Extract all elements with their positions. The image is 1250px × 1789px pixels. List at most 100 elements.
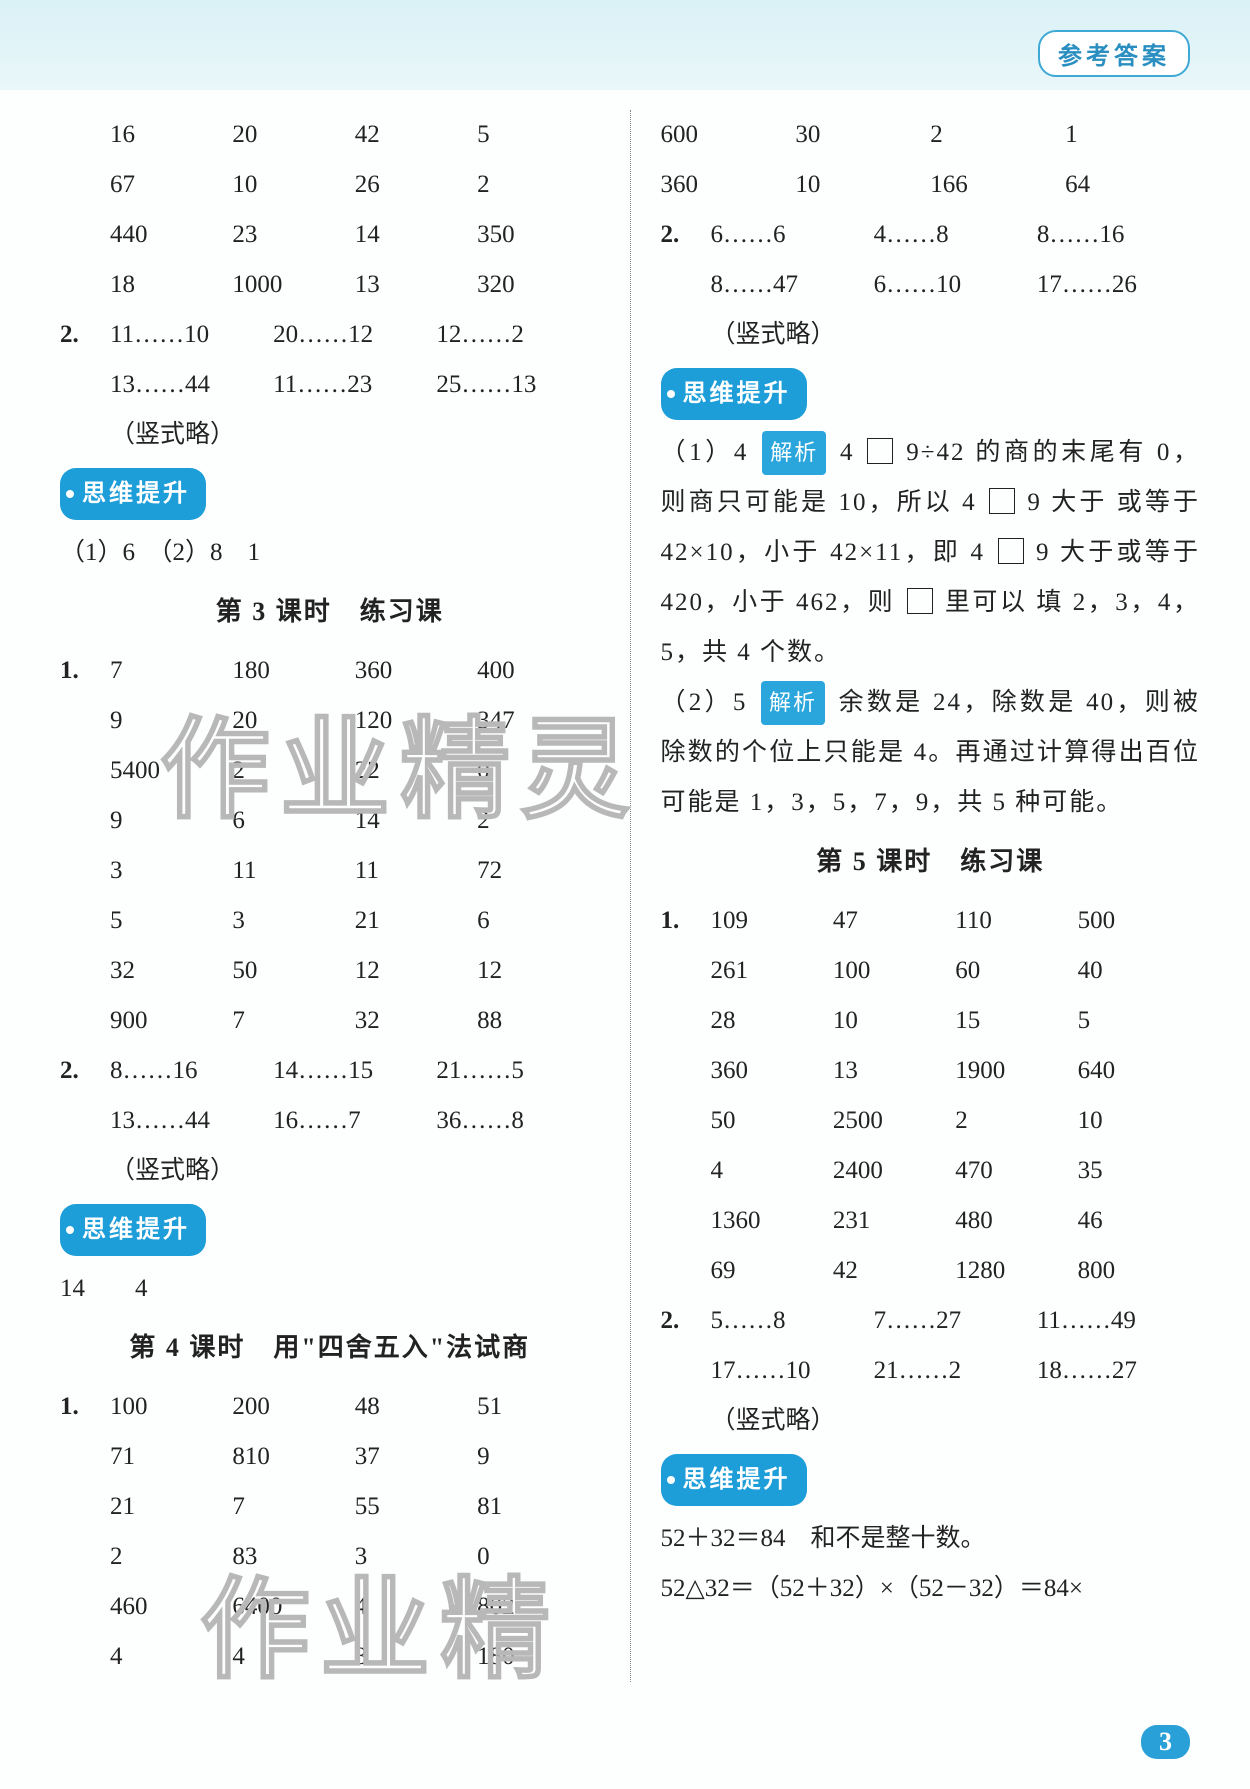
- cell: 460: [110, 1582, 232, 1632]
- cell: 14……15: [273, 1046, 436, 1096]
- cell: 36……8: [436, 1096, 599, 1146]
- cell: 802: [477, 1582, 599, 1632]
- cell: 109: [711, 896, 833, 946]
- cell: 800: [1078, 1246, 1200, 1296]
- cell: 22: [355, 746, 477, 796]
- cell: 3: [355, 1632, 477, 1682]
- cell: 17……26: [1037, 260, 1200, 310]
- cell: 11: [232, 846, 354, 896]
- cell: 25……13: [436, 360, 599, 410]
- siwei3-line2: 52△32＝（52＋32）×（52－32）＝84×: [661, 1564, 1201, 1614]
- cell: 20: [232, 110, 354, 160]
- cell: 4: [110, 1632, 232, 1682]
- right-q2: 2. 6……6 4……8 8……16 8……47 6……10 17……26: [661, 210, 1201, 310]
- cell: 40: [1078, 946, 1200, 996]
- cell: 12: [477, 946, 599, 996]
- cell: 10: [833, 996, 955, 1046]
- cell: 470: [955, 1146, 1077, 1196]
- cell: 32: [355, 996, 477, 1046]
- cell: 11……23: [273, 360, 436, 410]
- cell: 11……49: [1037, 1296, 1200, 1346]
- right-q2-grid: 6……6 4……8 8……16 8……47 6……10 17……26: [711, 210, 1201, 310]
- cell: 7: [232, 996, 354, 1046]
- cell: 26: [355, 160, 477, 210]
- cell: 350: [477, 210, 599, 260]
- cell: 1900: [955, 1046, 1077, 1096]
- cell: 6……10: [874, 260, 1037, 310]
- right-column: 600 30 2 1 360 10 166 64 2. 6……6 4……8 8……: [630, 110, 1201, 1682]
- analysis-2: （2）5 解析 余数是 24，除数是 40，则被除数的个位上只能是 4。再通过计…: [661, 678, 1201, 828]
- cell: 72: [477, 846, 599, 896]
- question-number: 2.: [661, 1296, 711, 1396]
- cell: 360: [711, 1046, 833, 1096]
- cell: 0: [477, 1532, 599, 1582]
- question-number: 2.: [60, 1046, 110, 1146]
- cell: 12……2: [436, 310, 599, 360]
- cell: 0: [477, 746, 599, 796]
- cell: 5: [110, 896, 232, 946]
- cell: 13……44: [110, 1096, 273, 1146]
- cell: 8……16: [110, 1046, 273, 1096]
- cell: 2: [110, 1532, 232, 1582]
- cell: 1360: [711, 1196, 833, 1246]
- cell: 60: [955, 946, 1077, 996]
- cell: 360: [661, 160, 796, 210]
- cell: 88: [477, 996, 599, 1046]
- cell: 8……47: [711, 260, 874, 310]
- lesson5-q1: 1. 10947110500 2611006040 2810155 360131…: [661, 896, 1201, 1296]
- cell: 6: [477, 896, 599, 946]
- page-number: 3: [1141, 1725, 1190, 1759]
- cell: 4: [355, 1582, 477, 1632]
- cell: 810: [232, 1432, 354, 1482]
- siwei2-answer: 14 4: [60, 1264, 600, 1314]
- cell: 69: [711, 1246, 833, 1296]
- cell: 5400: [110, 746, 232, 796]
- cell: 640: [1078, 1046, 1200, 1096]
- question-number: 1.: [661, 896, 711, 1296]
- blank-box-icon: [989, 488, 1015, 514]
- lesson3-title: 第 3 课时 练习课: [60, 586, 600, 638]
- lesson3-q1: 1. 7180360400 920120347 54002220 96142 3…: [60, 646, 600, 1046]
- cell: 2500: [833, 1096, 955, 1146]
- vertical-omitted: （竖式略）: [110, 1146, 600, 1196]
- lesson4-title: 第 4 课时 用"四舍五入"法试商: [60, 1322, 600, 1374]
- vertical-omitted: （竖式略）: [110, 410, 600, 460]
- siwei1-answer: （1）6 （2）8 1: [60, 528, 600, 578]
- lesson5-q2-grid: 5……8 7……27 11……49 17……10 21……2 18……27: [711, 1296, 1201, 1396]
- cell: 900: [110, 996, 232, 1046]
- cell: 15: [955, 996, 1077, 1046]
- page-content: 16 20 42 5 67 10 26 2 440 23 14 350 18 1…: [0, 90, 1250, 1722]
- cell: 35: [1078, 1146, 1200, 1196]
- vertical-omitted: （竖式略）: [711, 1396, 1201, 1446]
- cell: 46: [1078, 1196, 1200, 1246]
- cell: 100: [110, 1382, 232, 1432]
- analysis-1: （1）4 解析 4 9÷42 的商的末尾有 0，则商只可能是 10，所以 4 9…: [661, 428, 1201, 678]
- cell: 3: [232, 896, 354, 946]
- cell: 42: [833, 1246, 955, 1296]
- cell: 37: [355, 1432, 477, 1482]
- cell: 360: [355, 646, 477, 696]
- cell: 11……10: [110, 310, 273, 360]
- vertical-omitted: （竖式略）: [711, 310, 1201, 360]
- cell: 21: [355, 896, 477, 946]
- cell: 11: [355, 846, 477, 896]
- cell: 1000: [232, 260, 354, 310]
- cell: 13……44: [110, 360, 273, 410]
- question-number: 1.: [60, 646, 110, 1046]
- cell: 18: [110, 260, 232, 310]
- siwei3-line1: 52＋32＝84 和不是整十数。: [661, 1514, 1201, 1564]
- cell: 48: [355, 1382, 477, 1432]
- cell: 12: [355, 946, 477, 996]
- analysis2-lead: （2）5: [661, 689, 748, 716]
- analysis1-lead: （1）4: [661, 439, 749, 466]
- jiexi-badge: 解析: [762, 431, 826, 475]
- cell: 18……27: [1037, 1346, 1200, 1396]
- jiexi-badge: 解析: [761, 681, 825, 725]
- cell: 16……7: [273, 1096, 436, 1146]
- cell: 20: [232, 696, 354, 746]
- left-column: 16 20 42 5 67 10 26 2 440 23 14 350 18 1…: [60, 110, 630, 1682]
- lesson4-q1-grid: 1002004851 71810379 2175581 28330 460640…: [110, 1382, 600, 1682]
- cell: 6: [232, 796, 354, 846]
- cell: 9: [110, 796, 232, 846]
- cell: 8……16: [1037, 210, 1200, 260]
